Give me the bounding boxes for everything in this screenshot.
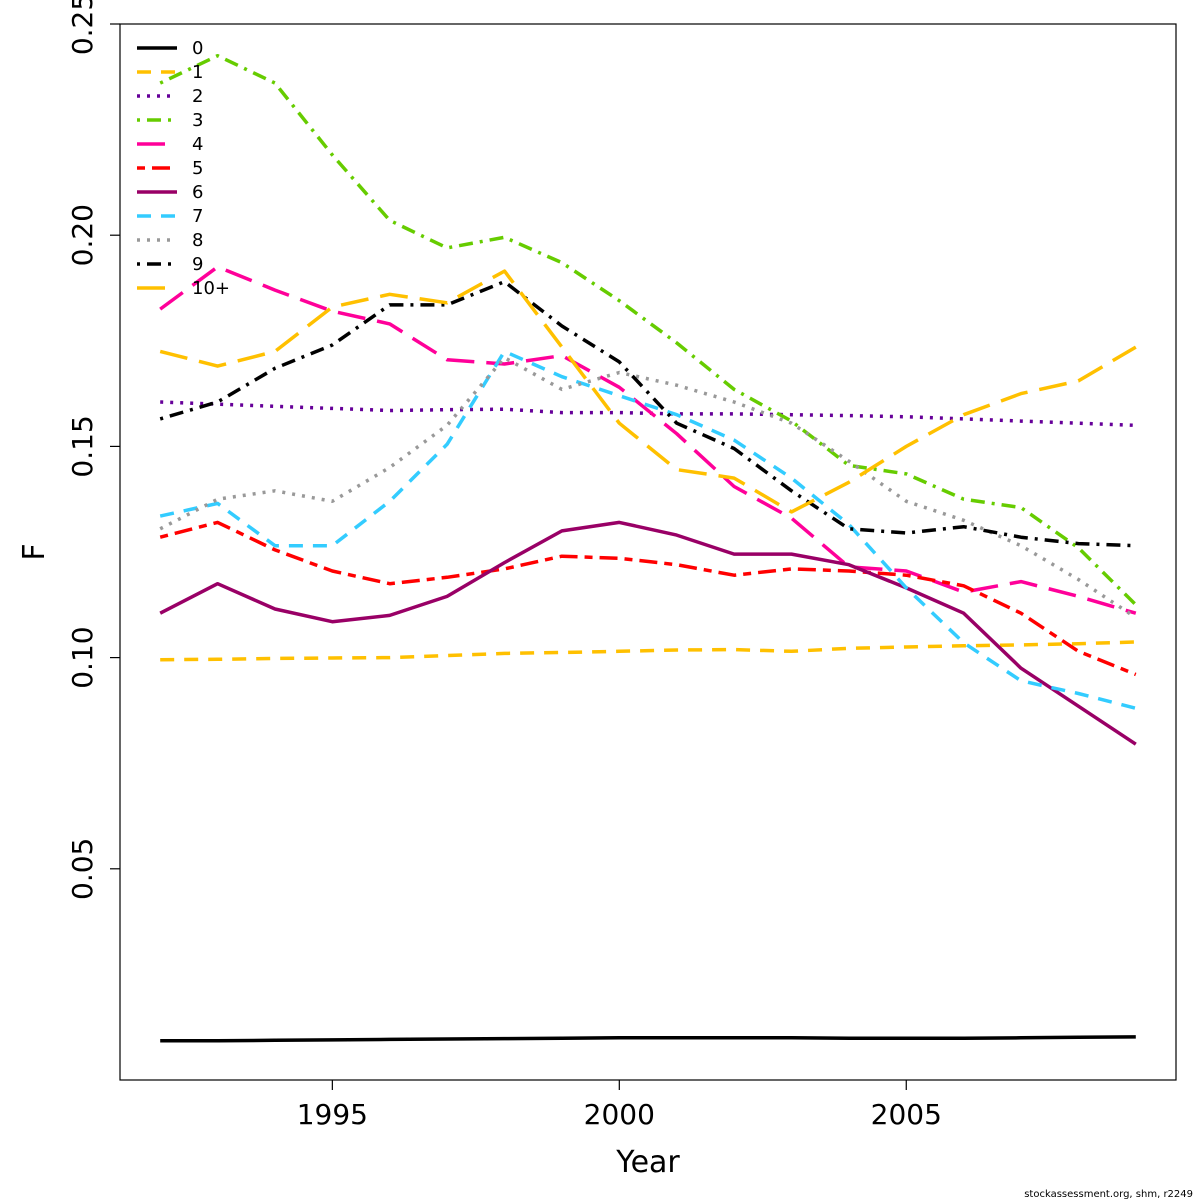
y-axis: 0.05 0.10 0.15 0.20 0.25: [66, 0, 120, 900]
y-tick-label-0-15: 0.15: [66, 415, 99, 477]
y-tick-label-0-05: 0.05: [66, 838, 99, 900]
series-line-7: [159, 349, 1137, 710]
y-axis-title: F: [17, 543, 52, 560]
series-line-10plus: [159, 269, 1137, 514]
series-line-1: [160, 640, 1136, 662]
legend-label-10plus: 10+: [192, 278, 230, 299]
series-layer: [159, 53, 1138, 1043]
legend-label-2: 2: [192, 86, 203, 107]
legend-label-4: 4: [192, 134, 203, 155]
x-tick-label-2000: 2000: [584, 1098, 655, 1131]
series-line-6: [159, 520, 1137, 746]
series-line-9: [159, 279, 1136, 548]
series-line-2: [160, 400, 1136, 428]
series-line-3: [159, 53, 1138, 607]
legend-label-7: 7: [192, 206, 203, 227]
x-axis: 1995 2000 2005: [297, 1080, 942, 1131]
legend-label-5: 5: [192, 158, 203, 179]
legend-label-0: 0: [192, 38, 203, 59]
series-line-5: [159, 520, 1137, 677]
series-line-8: [159, 355, 1137, 619]
legend-label-1: 1: [192, 62, 203, 83]
plot-frame: [119, 23, 1177, 1081]
y-tick-label-0-10: 0.10: [66, 626, 99, 688]
y-tick-label-0-25: 0.25: [66, 0, 99, 55]
footer-credit: stockassessment.org, shm, r2249: [1024, 1189, 1193, 1200]
x-axis-title: Year: [615, 1145, 680, 1180]
legend: 0 1 2 3 4 5 6 7 8 9 10+: [137, 38, 230, 299]
x-tick-label-2005: 2005: [871, 1098, 942, 1131]
legend-label-3: 3: [192, 110, 203, 131]
legend-label-6: 6: [192, 182, 203, 203]
x-tick-label-1995: 1995: [297, 1098, 368, 1131]
series-line-0: [160, 1035, 1136, 1043]
legend-label-8: 8: [192, 230, 203, 251]
y-tick-label-0-20: 0.20: [66, 204, 99, 266]
legend-label-9: 9: [192, 254, 203, 275]
